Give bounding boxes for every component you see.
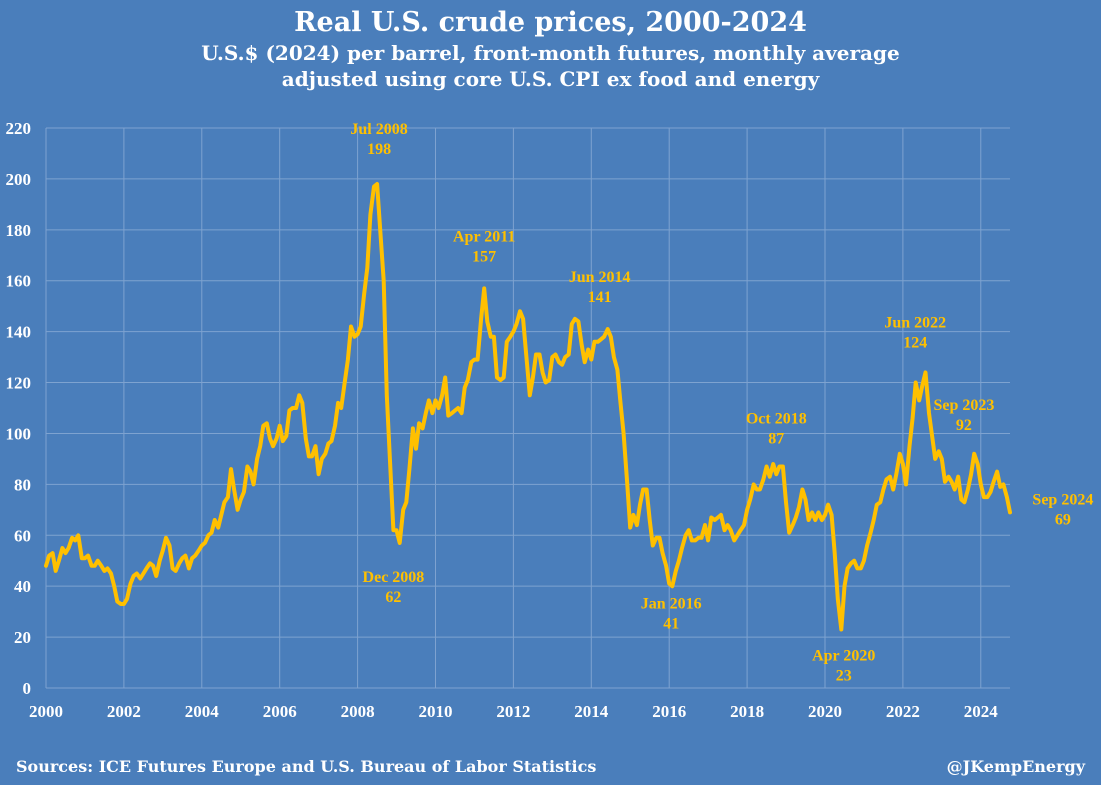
y-tick-label: 180: [6, 221, 32, 240]
y-tick-label: 20: [14, 628, 31, 647]
annotations: Jul 2008 198 Dec 2008 62 Apr 2011 157 Jun 2014…: [350, 121, 1093, 684]
y-tick-label: 120: [6, 374, 32, 393]
y-tick-label: 40: [14, 577, 31, 596]
annotation-date: Sep 2024: [1032, 491, 1093, 508]
annotation-value: 62: [385, 589, 401, 606]
y-tick-label: 80: [14, 475, 31, 494]
annotation-date: Jun 2022: [884, 314, 946, 331]
chart-title: Real U.S. crude prices, 2000-2024: [294, 7, 807, 38]
author-handle: @JKempEnergy: [946, 757, 1085, 776]
y-tick-label: 60: [14, 526, 31, 545]
annotation-date: Jan 2016: [641, 596, 702, 613]
x-tick-label: 2018: [730, 702, 764, 721]
annotation-date: Oct 2018: [746, 411, 807, 428]
annotation-value: 141: [588, 289, 612, 306]
x-tick-label: 2008: [341, 702, 375, 721]
axes: 0 20 40 60 80 100 120 140 160 180 200 220 2000 2002 20…: [6, 119, 999, 721]
gridlines: [45, 127, 1010, 689]
x-tick-label: 2000: [29, 702, 63, 721]
annotation-value: 92: [956, 417, 972, 434]
annotation-value: 23: [836, 667, 852, 684]
annotation-date: Sep 2023: [933, 397, 994, 414]
sources-note: Sources: ICE Futures Europe and U.S. Bur…: [16, 757, 597, 776]
chart-subtitle-line-1: U.S.$ (2024) per barrel, front-month fut…: [201, 41, 900, 65]
annotation-date: Jul 2008: [350, 121, 407, 138]
x-tick-label: 2016: [652, 702, 686, 721]
y-tick-label: 160: [6, 272, 32, 291]
annotation-value: 124: [903, 334, 927, 351]
y-tick-label: 220: [6, 119, 32, 138]
x-tick-label: 2002: [107, 702, 141, 721]
annotation-value: 198: [367, 141, 391, 158]
x-tick-label: 2022: [886, 702, 920, 721]
chart-subtitle-line-2: adjusted using core U.S. CPI ex food and…: [281, 67, 820, 91]
y-tick-label: 200: [6, 170, 32, 189]
chart-header: Real U.S. crude prices, 2000-2024 U.S.$ …: [0, 6, 1101, 92]
x-tick-label: 2020: [808, 702, 842, 721]
annotation-value: 87: [768, 431, 784, 448]
series-layer: [44, 182, 1012, 632]
annotation-date: Dec 2008: [363, 569, 425, 586]
annotation-value: 69: [1055, 511, 1071, 528]
x-tick-label: 2006: [263, 702, 297, 721]
annotation-value: 157: [472, 248, 496, 265]
series-line: [44, 182, 1012, 632]
y-tick-label: 0: [23, 679, 32, 698]
x-tick-label: 2004: [185, 702, 220, 721]
annotation-value: 41: [663, 616, 679, 633]
y-tick-label: 140: [6, 323, 32, 342]
annotation-date: Apr 2020: [812, 647, 875, 664]
x-tick-label: 2010: [418, 702, 452, 721]
x-tick-label: 2024: [964, 702, 999, 721]
x-tick-label: 2014: [574, 702, 609, 721]
x-tick-label: 2012: [496, 702, 530, 721]
annotation-date: Jun 2014: [569, 269, 631, 286]
y-tick-label: 100: [6, 424, 32, 443]
annotation-date: Apr 2011: [453, 228, 515, 245]
